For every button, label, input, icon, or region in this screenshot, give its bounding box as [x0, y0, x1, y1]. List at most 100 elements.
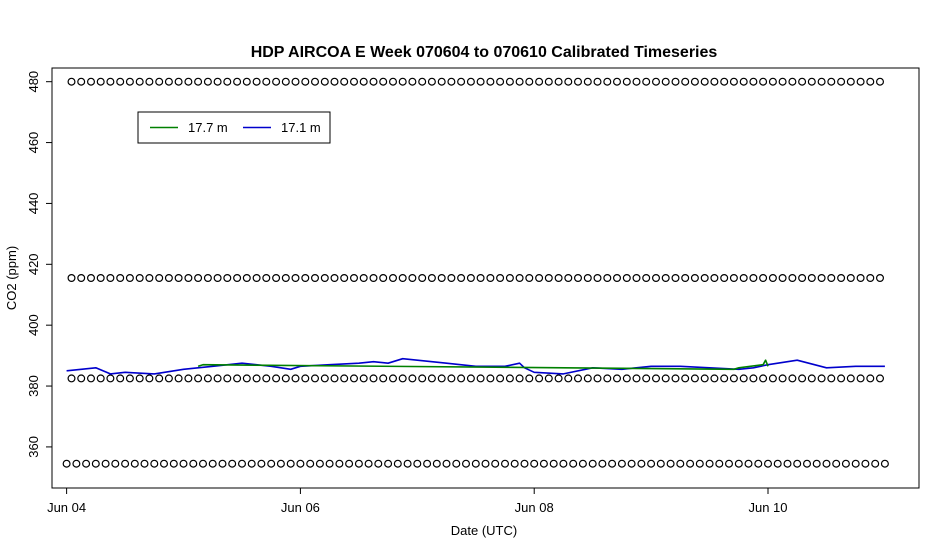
marker-point [807, 274, 816, 283]
marker-point [496, 374, 505, 383]
marker-point [856, 374, 865, 383]
marker-point [617, 459, 626, 468]
marker-point [875, 77, 884, 86]
marker-point [457, 374, 466, 383]
marker-point [384, 459, 393, 468]
y-tick-label: 480 [26, 71, 41, 93]
marker-point [661, 274, 670, 283]
series-layer [66, 357, 885, 375]
marker-point [856, 77, 865, 86]
marker-point [583, 77, 592, 86]
marker-point [724, 459, 733, 468]
series-line [66, 357, 885, 375]
marker-point [262, 274, 271, 283]
marker-point [150, 459, 159, 468]
marker-point [681, 374, 690, 383]
marker-point [588, 459, 597, 468]
marker-point [856, 274, 865, 283]
marker-point [223, 77, 232, 86]
marker-point [301, 274, 310, 283]
marker-point [686, 459, 695, 468]
marker-point [798, 274, 807, 283]
marker-point [593, 274, 602, 283]
marker-point [389, 374, 398, 383]
marker-point [145, 77, 154, 86]
marker-point [768, 77, 777, 86]
marker-point [496, 274, 505, 283]
marker-point [194, 77, 203, 86]
marker-point [223, 374, 232, 383]
marker-point [759, 77, 768, 86]
marker-point [125, 274, 134, 283]
marker-point [447, 274, 456, 283]
marker-point [608, 459, 617, 468]
marker-point [807, 77, 816, 86]
marker-point [515, 374, 524, 383]
marker-point [515, 274, 524, 283]
marker-point [661, 77, 670, 86]
marker-point [330, 274, 339, 283]
marker-point [710, 274, 719, 283]
marker-point [116, 374, 125, 383]
marker-point [720, 274, 729, 283]
marker-point [418, 274, 427, 283]
marker-point [91, 459, 100, 468]
marker-point [466, 274, 475, 283]
marker-point [637, 459, 646, 468]
marker-point [651, 374, 660, 383]
marker-point [437, 374, 446, 383]
legend: 17.7 m 17.1 m [137, 111, 331, 144]
marker-point [228, 459, 237, 468]
marker-point [778, 77, 787, 86]
marker-point [583, 374, 592, 383]
chart-title: HDP AIRCOA E Week 070604 to 070610 Calib… [251, 44, 718, 61]
marker-point [476, 77, 485, 86]
marker-point [130, 459, 139, 468]
marker-point [525, 374, 534, 383]
marker-point [345, 459, 354, 468]
marker-point [330, 77, 339, 86]
marker-point [135, 77, 144, 86]
marker-point [160, 459, 169, 468]
marker-point [379, 374, 388, 383]
x-tick-label: Jun 10 [748, 500, 787, 515]
marker-point [700, 374, 709, 383]
marker-point [671, 77, 680, 86]
marker-point [501, 459, 510, 468]
series-line [197, 359, 769, 371]
marker-point [311, 274, 320, 283]
marker-point [389, 77, 398, 86]
marker-point [208, 459, 217, 468]
marker-point [496, 77, 505, 86]
marker-point [408, 374, 417, 383]
marker-point [82, 459, 91, 468]
marker-point [734, 459, 743, 468]
marker-point [802, 459, 811, 468]
marker-point [427, 274, 436, 283]
marker-point [320, 77, 329, 86]
marker-point [203, 374, 212, 383]
marker-point [174, 77, 183, 86]
marker-point [554, 274, 563, 283]
marker-point [729, 77, 738, 86]
marker-point [272, 374, 281, 383]
marker-point [408, 274, 417, 283]
marker-point [729, 274, 738, 283]
marker-point [359, 374, 368, 383]
marker-point [320, 274, 329, 283]
marker-point [369, 274, 378, 283]
marker-point [276, 459, 285, 468]
marker-point [281, 374, 290, 383]
marker-point [272, 77, 281, 86]
marker-point [77, 374, 86, 383]
marker-point [739, 374, 748, 383]
marker-point [447, 374, 456, 383]
marker-point [754, 459, 763, 468]
marker-point [398, 274, 407, 283]
marker-point [359, 77, 368, 86]
marker-point [252, 77, 261, 86]
marker-point [199, 459, 208, 468]
marker-point [647, 459, 656, 468]
marker-point [798, 374, 807, 383]
marker-point [67, 374, 76, 383]
